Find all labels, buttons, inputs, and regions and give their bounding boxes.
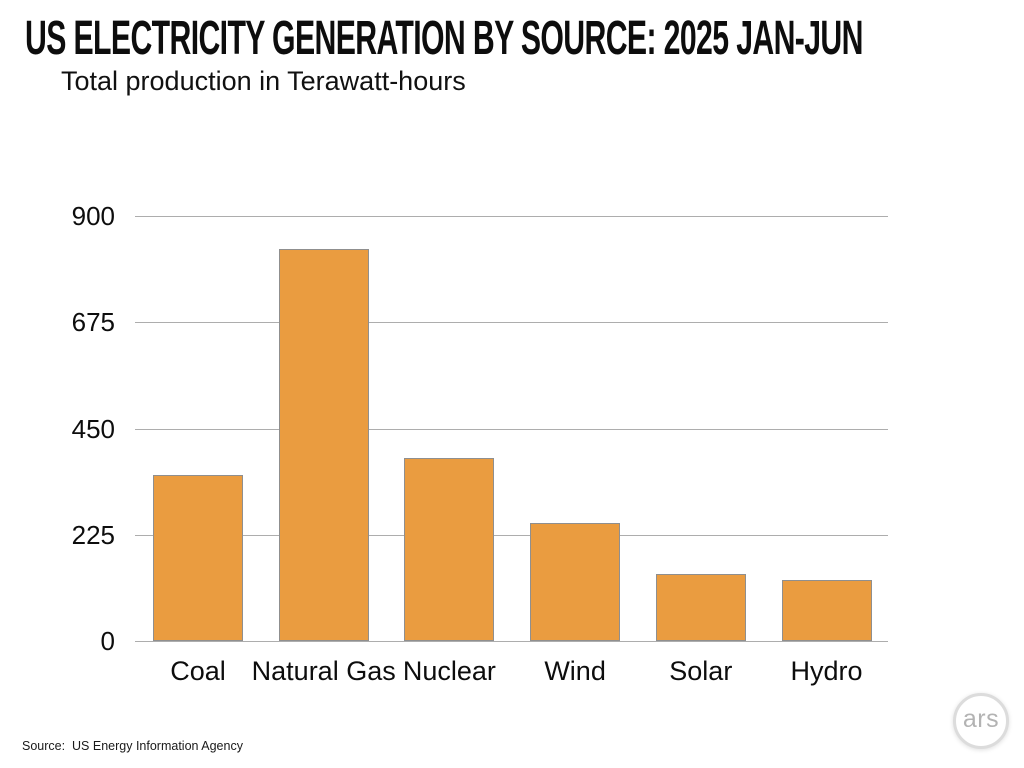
- x-label-coal: Coal: [170, 656, 226, 686]
- y-tick-675: 675: [71, 307, 115, 338]
- bar-natural-gas: [278, 249, 369, 641]
- gridline-225: [135, 534, 888, 536]
- bar-coal: [153, 474, 243, 641]
- plot-area: [135, 216, 888, 642]
- bar-nuclear: [404, 458, 495, 641]
- chart-subtitle: Total production in Terawatt-hours: [61, 66, 466, 96]
- y-tick-450: 450: [71, 413, 115, 444]
- gridline-450: [135, 428, 888, 430]
- gridline-0: [135, 641, 888, 642]
- y-tick-0: 0: [100, 626, 115, 656]
- bar-wind: [530, 522, 621, 641]
- x-label-solar: Solar: [669, 656, 733, 686]
- x-label-hydro: Hydro: [790, 656, 863, 686]
- chart-title: US ELECTRICITY GENERATION BY SOURCE: 202…: [25, 12, 863, 65]
- gridline-675: [135, 322, 888, 324]
- bar-hydro: [781, 580, 872, 641]
- gridline-900: [135, 216, 888, 217]
- ars-logo: ars: [953, 693, 1009, 749]
- x-label-wind: Wind: [544, 656, 606, 686]
- source-note: Source: US Energy Information Agency: [22, 739, 243, 753]
- bar-solar: [655, 574, 746, 641]
- y-tick-225: 225: [71, 519, 115, 550]
- y-tick-900: 900: [71, 201, 115, 231]
- x-label-natural-gas: Natural Gas: [251, 656, 396, 686]
- ars-logo-text: ars: [962, 705, 1000, 733]
- x-label-nuclear: Nuclear: [402, 656, 496, 686]
